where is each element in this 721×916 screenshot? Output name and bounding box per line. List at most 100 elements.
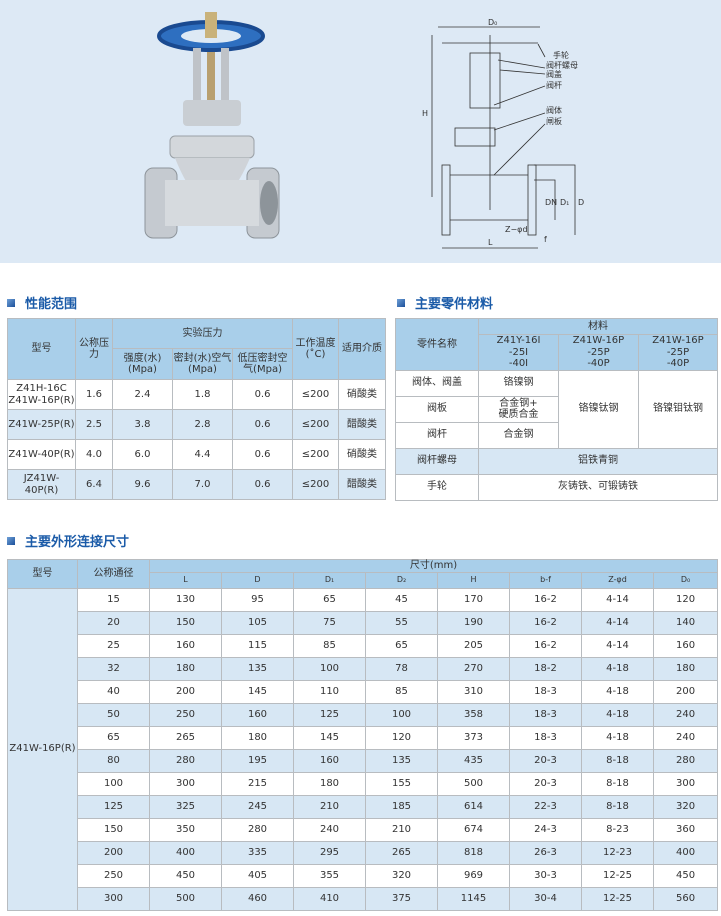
table-cell: 8-18 (581, 771, 654, 796)
table-cell: 6.0 (112, 439, 173, 470)
label-stem: 阀杆 (546, 80, 562, 90)
dim-l: L (488, 238, 493, 247)
dim-f: f (544, 235, 547, 244)
product-banner (0, 0, 721, 263)
table-cell: 0.6 (231, 469, 294, 500)
table-cell: 280 (652, 748, 719, 773)
table-cell: 20-3 (509, 771, 582, 796)
table-cell: 醋酸类 (338, 409, 387, 440)
table-cell: 355 (293, 863, 366, 888)
merged-material-3: 铬镍钼钛钢 (638, 369, 718, 449)
table-cell: 12-23 (581, 840, 654, 865)
table-row: 32 180 135 100 78 270 18-2 4-18 180 (8, 656, 719, 681)
table-cell: 4.4 (172, 439, 233, 470)
table-row: 100 300 215 180 155 500 20-3 8-18 300 (8, 771, 719, 796)
table-cell: 135 (365, 748, 438, 773)
table-cell: 4-14 (581, 633, 654, 658)
table-cell: 400 (149, 840, 222, 865)
header-dim-col: Z-φd (581, 571, 654, 589)
table-cell: 160 (293, 748, 366, 773)
table-cell: 12-25 (581, 863, 654, 888)
table-cell: 硝酸类 (338, 379, 387, 410)
table-cell: 100 (365, 702, 438, 727)
header-series-3: Z41W-16P -25P -40P (638, 334, 718, 371)
header-dim-col: b-f (509, 571, 582, 589)
header-dim-col: D₀ (652, 571, 719, 589)
table-cell: 85 (365, 679, 438, 704)
table-cell: 20 (77, 610, 150, 635)
table-cell: 160 (652, 633, 719, 658)
table-cell: 4-18 (581, 725, 654, 750)
table-cell: 12-25 (581, 886, 654, 911)
table-cell: 8-23 (581, 817, 654, 842)
table-cell: 674 (437, 817, 510, 842)
label-stem-nut: 阀杆螺母 (546, 60, 578, 70)
section-performance: 性能范围 (7, 293, 77, 312)
table-cell: 120 (365, 725, 438, 750)
table-cell: 405 (221, 863, 294, 888)
table-cell: 240 (652, 702, 719, 727)
bullet-icon (7, 536, 15, 545)
header-model: 型号 (7, 318, 76, 380)
table-row: 80 280 195 160 135 435 20-3 8-18 280 (8, 748, 719, 773)
table-row: 20 150 105 75 55 190 16-2 4-14 140 (8, 610, 719, 635)
table-cell: 25 (77, 633, 150, 658)
header-dim-col: L (149, 571, 222, 589)
table-cell: 200 (652, 679, 719, 704)
part-name: 手轮 (395, 473, 479, 501)
table-cell: 185 (365, 794, 438, 819)
table-cell: 16-2 (509, 587, 582, 612)
table-row: 125 325 245 210 185 614 22-3 8-18 320 (8, 794, 719, 819)
table-cell: 265 (365, 840, 438, 865)
table-row: 200 400 335 295 265 818 26-3 12-23 400 (8, 840, 719, 865)
label-bonnet: 阀盖 (546, 69, 562, 79)
materials-table: 零件名称 材料 Z41Y-16I -25I -40I Z41W-16P -25P… (395, 318, 718, 501)
table-cell: 95 (221, 587, 294, 612)
table-cell: 435 (437, 748, 510, 773)
table-cell: 250 (149, 702, 222, 727)
table-cell: 295 (293, 840, 366, 865)
section-dimensions: 主要外形连接尺寸 (7, 531, 129, 550)
table-row: 40 200 145 110 85 310 18-3 4-18 200 (8, 679, 719, 704)
table-cell: 210 (365, 817, 438, 842)
table-cell: 140 (652, 610, 719, 635)
table-cell: 270 (437, 656, 510, 681)
table-cell: 0.6 (231, 379, 294, 410)
table-cell: 65 (77, 725, 150, 750)
table-cell: 125 (293, 702, 366, 727)
header-low-seal: 低压密封空气(Mpa) (231, 348, 294, 380)
table-cell: 18-3 (509, 725, 582, 750)
table-cell: 150 (77, 817, 150, 842)
table-row: Z41W-40P(R) 4.0 6.0 4.4 0.6 ≤200 硝酸类 (7, 439, 387, 470)
header-dim-col: D₂ (365, 571, 438, 589)
table-cell: 358 (437, 702, 510, 727)
table-cell: 135 (221, 656, 294, 681)
part-name: 阀杆螺母 (395, 447, 479, 475)
header-nominal-pressure: 公称压力 (75, 318, 113, 380)
table-cell: 78 (365, 656, 438, 681)
table-cell: 818 (437, 840, 510, 865)
table-cell: 65 (293, 587, 366, 612)
part-name: 阀体、阀盖 (395, 369, 479, 397)
header-size: 尺寸(mm) (148, 559, 719, 573)
table-cell: 4-18 (581, 656, 654, 681)
table-cell: 240 (652, 725, 719, 750)
table-cell: 15 (77, 587, 150, 612)
table-cell: 145 (293, 725, 366, 750)
table-cell: 320 (652, 794, 719, 819)
table-cell: 500 (149, 886, 222, 911)
table-cell: 硝酸类 (338, 439, 387, 470)
table-cell: 614 (437, 794, 510, 819)
table-cell: 410 (293, 886, 366, 911)
table-cell: 105 (221, 610, 294, 635)
table-cell: 120 (652, 587, 719, 612)
table-cell: 8-18 (581, 748, 654, 773)
table-cell: 7.0 (172, 469, 233, 500)
part-material: 灰铸铁、可锻铸铁 (478, 473, 718, 501)
table-cell: 9.6 (112, 469, 173, 500)
header-test-pressure: 实验压力 (111, 318, 294, 349)
table-cell: 195 (221, 748, 294, 773)
table-cell: 4-14 (581, 610, 654, 635)
table-cell: 醋酸类 (338, 469, 387, 500)
